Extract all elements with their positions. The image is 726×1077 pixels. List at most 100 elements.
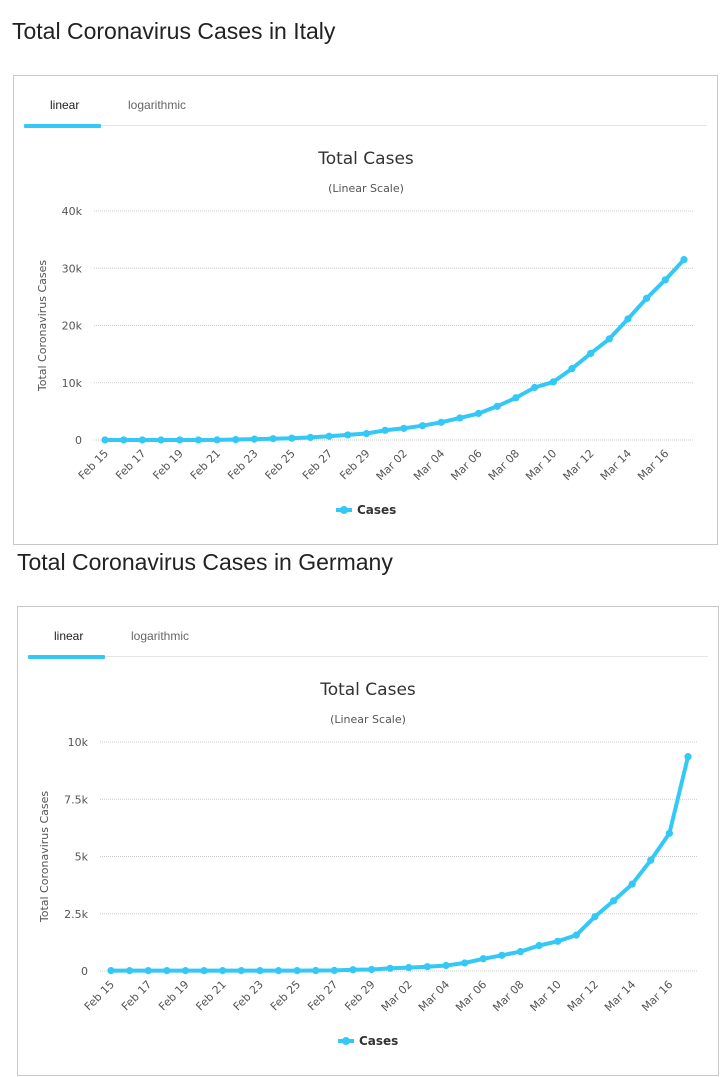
x-tick-label: Mar 08 xyxy=(486,447,522,483)
scale-tabs: linear logarithmic xyxy=(28,623,708,659)
data-point xyxy=(624,315,632,323)
data-point xyxy=(163,967,171,975)
data-point xyxy=(554,937,562,945)
x-tick-label: Feb 25 xyxy=(268,978,303,1013)
y-axis-label: Total Coronavirus Cases xyxy=(36,260,49,393)
y-axis-label: Total Coronavirus Cases xyxy=(38,791,51,924)
data-point xyxy=(647,856,655,864)
x-tick-label: Mar 10 xyxy=(523,447,559,483)
legend-marker-icon xyxy=(342,1037,350,1045)
tab-logarithmic[interactable]: logarithmic xyxy=(128,98,187,112)
data-point xyxy=(256,967,264,975)
data-point xyxy=(101,436,109,444)
data-point xyxy=(530,383,539,392)
x-tick-label: Feb 29 xyxy=(342,978,377,1013)
data-point xyxy=(680,256,688,264)
legend-marker-icon xyxy=(340,506,348,514)
x-tick-label: Mar 08 xyxy=(490,978,526,1014)
y-tick-label: 10k xyxy=(68,736,89,749)
x-tick-label: Mar 04 xyxy=(411,447,447,483)
x-tick-label: Feb 15 xyxy=(82,978,117,1013)
data-point xyxy=(194,436,202,444)
data-point xyxy=(568,365,576,373)
data-point xyxy=(684,753,692,761)
x-tick-label: Mar 10 xyxy=(528,978,564,1014)
line-chart-germany: Total Cases (Linear Scale) 0 2.5k 5k 7.5k 10k T… xyxy=(38,680,698,1048)
data-point xyxy=(665,829,673,837)
y-tick-label: 10k xyxy=(62,377,83,390)
data-point xyxy=(423,963,432,971)
x-tick-label: Feb 17 xyxy=(113,447,148,482)
x-tick-label: Feb 15 xyxy=(76,447,111,482)
series-line-cases xyxy=(109,754,690,973)
data-point xyxy=(232,435,240,444)
page-title-germany: Total Coronavirus Cases in Germany xyxy=(17,549,393,575)
data-point xyxy=(288,434,296,442)
x-tick-label: Feb 27 xyxy=(300,447,335,482)
x-tick-label: Feb 17 xyxy=(119,978,154,1013)
data-point xyxy=(381,426,389,434)
data-point xyxy=(572,931,580,939)
data-point xyxy=(344,431,352,439)
tab-logarithmic[interactable]: logarithmic xyxy=(131,629,190,643)
x-tick-label: Feb 21 xyxy=(188,447,223,482)
x-tick-label: Mar 04 xyxy=(416,978,452,1014)
active-tab-indicator xyxy=(28,655,105,659)
x-tick-label: Mar 06 xyxy=(448,447,484,483)
data-point xyxy=(479,955,487,963)
y-tick-label: 5k xyxy=(75,851,89,864)
x-tick-label: Mar 02 xyxy=(374,447,410,483)
x-tick-label: Feb 23 xyxy=(225,447,260,482)
data-point xyxy=(498,951,506,959)
data-point xyxy=(330,966,338,975)
chart-panel-italy: linear logarithmic Total Cases (Linear Sc… xyxy=(13,75,718,545)
chart-title: Total Cases xyxy=(319,680,416,700)
x-tick-label: Mar 14 xyxy=(598,447,634,483)
data-point xyxy=(549,378,557,386)
data-point xyxy=(609,897,618,905)
data-point xyxy=(200,967,208,975)
chart-panel-germany: linear logarithmic Total Cases (Linear Sc… xyxy=(17,606,719,1076)
data-point xyxy=(306,433,315,442)
data-point xyxy=(237,967,245,975)
y-tick-label: 7.5k xyxy=(64,793,88,806)
data-point xyxy=(367,965,376,974)
data-point xyxy=(349,966,357,974)
data-point xyxy=(181,967,190,975)
data-point xyxy=(120,436,128,444)
y-tick-label: 0 xyxy=(75,434,82,447)
chart-title: Total Cases xyxy=(317,149,414,169)
x-tick-label: Feb 29 xyxy=(337,447,372,482)
data-point xyxy=(213,436,221,444)
data-point xyxy=(456,414,464,422)
data-point xyxy=(493,402,501,410)
x-tick-label: Feb 19 xyxy=(150,447,185,482)
legend-label: Cases xyxy=(357,503,396,517)
x-tick-label: Mar 16 xyxy=(635,447,671,483)
y-tick-label: 20k xyxy=(62,320,83,333)
line-chart-italy: Total Cases (Linear Scale) 0 10k 20k 30k 40k To… xyxy=(36,149,694,517)
data-point xyxy=(628,880,636,888)
data-point xyxy=(293,966,301,975)
x-tick-label: Feb 21 xyxy=(193,978,228,1013)
y-tick-label: 30k xyxy=(62,262,83,275)
data-point xyxy=(138,436,146,444)
page-title-italy: Total Coronavirus Cases in Italy xyxy=(12,18,336,44)
tab-linear[interactable]: linear xyxy=(54,629,84,643)
x-tick-label: Feb 25 xyxy=(263,447,298,482)
data-point xyxy=(605,335,613,343)
legend-label: Cases xyxy=(359,1034,398,1048)
data-point xyxy=(474,409,483,418)
x-tick-label: Mar 16 xyxy=(639,978,675,1014)
data-point xyxy=(107,967,115,975)
x-tick-label: Feb 23 xyxy=(231,978,266,1013)
y-tick-label: 2.5k xyxy=(64,908,88,921)
data-point xyxy=(126,967,134,975)
chart-subtitle: (Linear Scale) xyxy=(328,182,404,195)
data-point xyxy=(144,967,152,975)
tab-linear[interactable]: linear xyxy=(50,98,80,112)
series-line-cases xyxy=(103,257,686,442)
chart-subtitle: (Linear Scale) xyxy=(330,713,406,726)
data-point xyxy=(535,941,543,950)
data-point xyxy=(591,913,599,921)
